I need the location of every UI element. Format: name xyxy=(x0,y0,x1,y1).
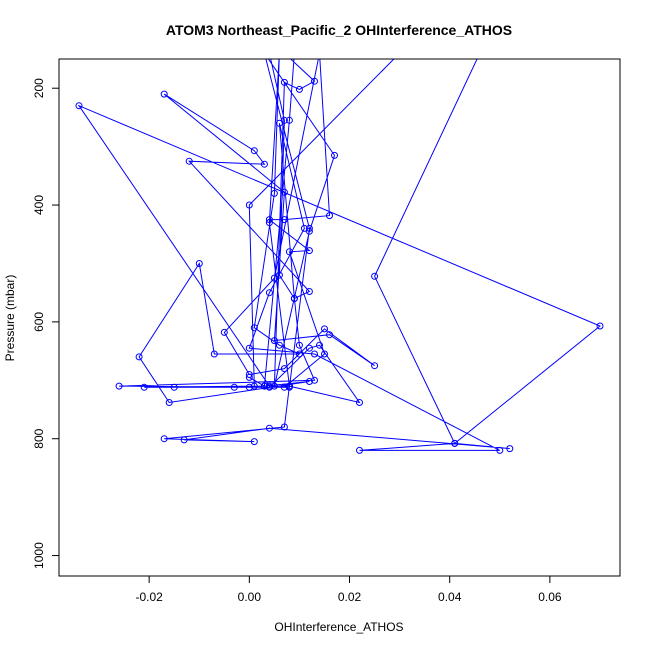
chart-title: ATOM3 Northeast_Pacific_2 OHInterference… xyxy=(166,22,512,38)
data-point xyxy=(160,90,168,98)
data-point xyxy=(285,383,293,391)
data-point xyxy=(596,322,604,330)
data-point xyxy=(265,289,273,297)
data-point xyxy=(265,383,273,391)
data-point xyxy=(285,116,293,124)
data-point xyxy=(280,383,288,391)
data-point xyxy=(305,227,313,235)
data-point xyxy=(270,189,278,197)
plot-frame xyxy=(58,58,621,577)
x-tick-label: 0.04 xyxy=(438,590,462,604)
data-point xyxy=(311,77,318,85)
series-layer xyxy=(75,59,604,454)
x-tick-label: -0.02 xyxy=(135,590,163,604)
data-point xyxy=(170,383,178,391)
data-point xyxy=(356,446,363,454)
data-point xyxy=(316,341,323,349)
y-tick-label: 600 xyxy=(32,312,46,332)
y-axis: 200 400 600 800 1000 xyxy=(32,78,59,569)
data-point xyxy=(295,341,303,349)
data-point xyxy=(245,371,253,378)
data-point xyxy=(321,325,328,333)
data-point xyxy=(300,224,308,232)
data-point xyxy=(371,362,379,370)
data-point xyxy=(311,350,318,358)
data-point xyxy=(75,102,83,110)
data-point xyxy=(270,337,278,345)
data-point xyxy=(295,85,303,93)
data-point xyxy=(195,260,203,267)
data-point xyxy=(280,423,288,431)
x-axis-label: OHInterference_ATHOS xyxy=(274,620,403,634)
data-point xyxy=(220,328,228,336)
data-point xyxy=(356,399,363,406)
series-line xyxy=(77,59,601,451)
data-point xyxy=(326,212,333,220)
data-point xyxy=(180,436,188,444)
data-point xyxy=(245,373,253,381)
data-point xyxy=(305,247,313,255)
data-point xyxy=(250,382,258,390)
data-point xyxy=(270,382,278,390)
x-tick-label: 0.00 xyxy=(238,590,262,604)
data-point xyxy=(265,424,273,432)
data-point xyxy=(165,399,173,406)
data-point xyxy=(305,344,313,352)
data-point xyxy=(275,341,283,349)
y-tick-label: 1000 xyxy=(32,542,46,569)
data-point xyxy=(245,383,253,391)
x-tick-label: 0.06 xyxy=(538,590,562,604)
y-tick-label: 400 xyxy=(32,195,46,215)
data-point xyxy=(135,353,143,361)
data-point xyxy=(140,383,148,391)
x-axis: -0.02 0.00 0.02 0.04 0.06 xyxy=(135,576,562,604)
data-point xyxy=(280,216,288,224)
data-point xyxy=(250,147,258,155)
data-point xyxy=(250,438,258,446)
data-point xyxy=(260,382,268,390)
data-point xyxy=(115,382,123,390)
x-tick-label: 0.02 xyxy=(338,590,362,604)
data-point xyxy=(210,350,218,358)
data-point xyxy=(371,272,379,280)
data-point xyxy=(280,116,288,124)
data-point xyxy=(506,445,514,453)
data-point xyxy=(265,216,273,224)
data-point xyxy=(265,219,273,227)
data-point xyxy=(275,119,283,127)
data-point xyxy=(321,350,328,358)
data-point xyxy=(285,248,293,256)
data-point xyxy=(451,439,459,447)
data-point xyxy=(280,365,288,373)
data-point xyxy=(245,344,253,352)
data-point xyxy=(260,160,268,168)
data-point xyxy=(311,376,318,384)
data-point xyxy=(245,201,253,209)
data-point xyxy=(290,295,298,302)
y-axis-label: Pressure (mbar) xyxy=(3,275,17,362)
data-point xyxy=(305,224,313,232)
data-point xyxy=(250,324,258,332)
data-point xyxy=(230,383,238,391)
data-point xyxy=(185,157,193,165)
data-point xyxy=(496,446,504,454)
y-tick-label: 200 xyxy=(32,78,46,98)
data-point xyxy=(305,288,313,295)
data-point xyxy=(160,435,168,443)
data-point xyxy=(275,271,283,279)
y-tick-label: 800 xyxy=(32,428,46,448)
data-point xyxy=(270,274,278,282)
data-point xyxy=(295,350,303,358)
data-point xyxy=(305,378,313,385)
data-point xyxy=(280,78,288,86)
data-point xyxy=(326,331,333,339)
data-point xyxy=(280,188,288,196)
data-point xyxy=(331,151,338,159)
